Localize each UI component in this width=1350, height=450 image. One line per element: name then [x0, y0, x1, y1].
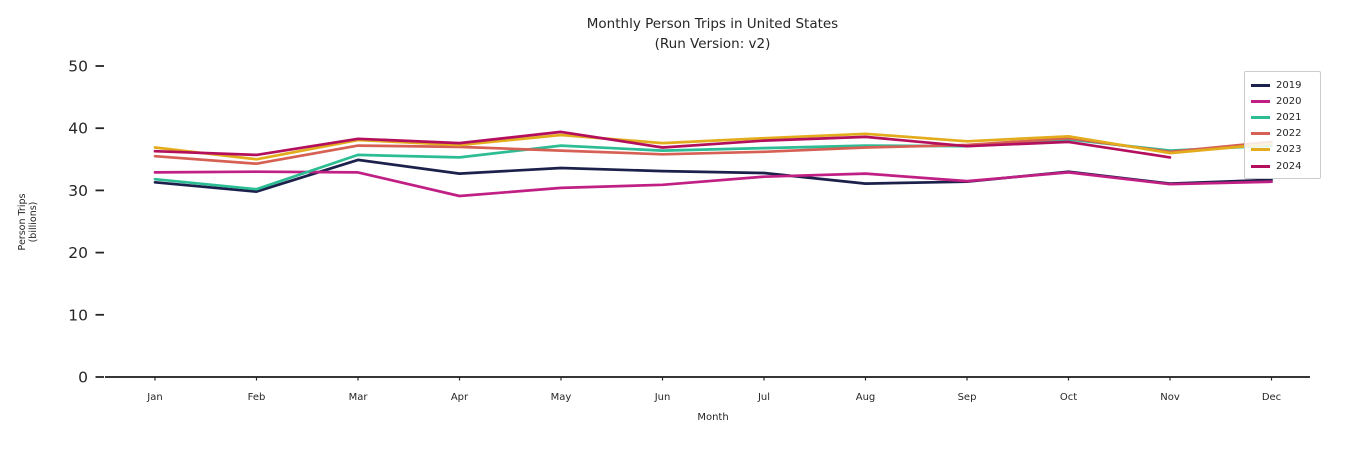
chart-subtitle: (Run Version: v2)	[654, 36, 771, 52]
legend-swatch-2023	[1251, 148, 1270, 152]
legend-item-2019: 2019	[1251, 77, 1320, 93]
x-tick-label: Jul	[757, 392, 770, 403]
legend-label: 2021	[1276, 111, 1302, 123]
legend-item-2021: 2021	[1251, 109, 1320, 125]
y-tick-label: 0	[78, 369, 88, 387]
legend-label: 2022	[1276, 128, 1302, 140]
legend-item-2024: 2024	[1251, 158, 1320, 174]
legend-item-2022: 2022	[1251, 126, 1320, 142]
x-tick-label: Aug	[856, 392, 876, 403]
legend-swatch-2021	[1251, 115, 1270, 119]
legend-swatch-2024	[1251, 164, 1270, 168]
x-tick-label: Dec	[1262, 392, 1281, 403]
legend-label: 2020	[1276, 95, 1302, 107]
x-tick-label: Oct	[1060, 392, 1077, 403]
title-block: Monthly Person Trips in United States (R…	[105, 14, 1320, 54]
series-line-2023	[153, 132, 1273, 161]
legend-swatch-2019	[1251, 83, 1270, 87]
series-line-2020	[153, 170, 1273, 198]
x-tick-label: Jun	[654, 392, 671, 403]
legend-label: 2019	[1276, 79, 1302, 91]
x-tick-label: Feb	[248, 392, 266, 403]
chart-title: Monthly Person Trips in United States	[586, 16, 839, 32]
series-line-2024	[153, 130, 1172, 159]
y-tick-label: 40	[68, 120, 88, 138]
y-tick-label: 30	[68, 182, 88, 200]
y-tick-label: 10	[68, 306, 88, 324]
y-tick-label: 50	[68, 58, 88, 76]
x-tick-label: Nov	[1160, 392, 1180, 403]
legend-swatch-2020	[1251, 99, 1270, 103]
legend-item-2023: 2023	[1251, 142, 1320, 158]
x-axis-label: Month	[697, 412, 729, 423]
legend-label: 2024	[1276, 160, 1302, 172]
legend-label: 2023	[1276, 144, 1302, 156]
x-tick-label: Sep	[958, 392, 977, 403]
legend-swatch-2022	[1251, 132, 1270, 136]
x-tick-label: Mar	[349, 392, 369, 403]
x-tick-label: May	[551, 392, 572, 403]
y-tick-label: 20	[68, 244, 88, 262]
legend: 2019 2020 2021 2022 2023 2024	[1244, 71, 1321, 180]
x-tick-label: Apr	[451, 392, 469, 403]
x-tick-label: Jan	[146, 392, 162, 403]
legend-item-2020: 2020	[1251, 93, 1320, 109]
